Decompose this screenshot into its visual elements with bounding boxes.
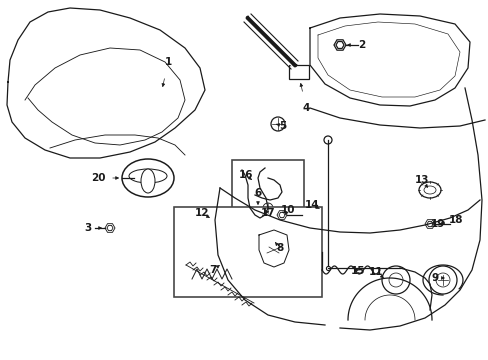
Text: 14: 14: [304, 200, 319, 210]
Bar: [231, 160, 304, 232]
Polygon shape: [426, 221, 432, 226]
Ellipse shape: [129, 169, 167, 183]
Text: 7: 7: [209, 265, 216, 275]
Text: 11: 11: [368, 267, 383, 277]
Text: 9: 9: [430, 273, 438, 283]
Polygon shape: [279, 212, 285, 217]
Text: 4: 4: [302, 103, 309, 113]
Text: 12: 12: [194, 208, 209, 218]
Text: 18: 18: [448, 215, 462, 225]
Ellipse shape: [423, 186, 435, 194]
Polygon shape: [424, 220, 434, 228]
Text: 13: 13: [414, 175, 428, 185]
Polygon shape: [105, 224, 115, 232]
Text: 10: 10: [280, 205, 295, 215]
Polygon shape: [335, 41, 343, 49]
Text: 16: 16: [238, 170, 253, 180]
Bar: [174, 207, 321, 297]
Text: 6: 6: [254, 188, 261, 198]
Text: 8: 8: [276, 243, 283, 253]
Ellipse shape: [418, 182, 440, 198]
Polygon shape: [107, 225, 113, 231]
Bar: [288, 65, 308, 79]
Text: 3: 3: [84, 223, 91, 233]
Text: 20: 20: [91, 173, 105, 183]
Polygon shape: [276, 211, 286, 219]
Text: 5: 5: [279, 121, 286, 131]
Ellipse shape: [122, 159, 174, 197]
Text: 15: 15: [350, 266, 365, 276]
Polygon shape: [333, 40, 346, 50]
Ellipse shape: [141, 169, 155, 193]
Text: 2: 2: [358, 40, 365, 50]
Text: 1: 1: [164, 57, 171, 67]
Text: 17: 17: [260, 208, 275, 218]
Text: 19: 19: [430, 219, 444, 229]
